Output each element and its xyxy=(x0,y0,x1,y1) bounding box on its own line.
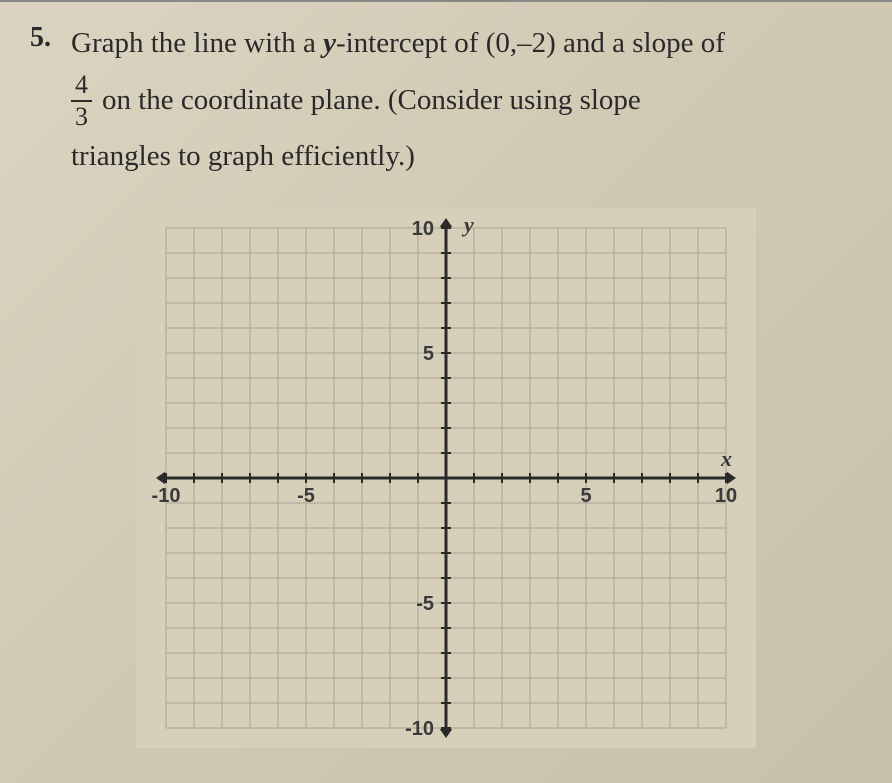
problem-text: Graph the line with a y-intercept of (0,… xyxy=(71,22,862,173)
svg-text:x: x xyxy=(720,446,732,471)
coordinate-plane-wrap: -10-5510-10-5510xy xyxy=(30,208,862,748)
svg-text:-10: -10 xyxy=(152,485,181,507)
text-fragment: Graph the line with a xyxy=(71,27,323,59)
instruction-line-1: Graph the line with a y-intercept of (0,… xyxy=(71,22,862,66)
fraction-denominator: 3 xyxy=(71,102,92,130)
text-fragment: -intercept of (0,–2) and a slope of xyxy=(336,27,725,59)
svg-text:5: 5 xyxy=(423,343,434,365)
svg-text:-5: -5 xyxy=(297,485,315,507)
svg-text:-10: -10 xyxy=(405,718,434,740)
problem-number: 5. xyxy=(30,22,51,173)
instruction-line-2: 4 3 on the coordinate plane. (Consider u… xyxy=(71,72,862,130)
svg-text:-5: -5 xyxy=(416,593,434,615)
text-fragment: on the coordinate plane. (Consider using… xyxy=(102,84,641,117)
slope-fraction: 4 3 xyxy=(71,72,92,130)
coordinate-plane: -10-5510-10-5510xy xyxy=(136,208,756,748)
y-variable: y xyxy=(323,27,336,59)
svg-text:10: 10 xyxy=(715,485,737,507)
svg-text:5: 5 xyxy=(580,485,591,507)
worksheet-page: 5. Graph the line with a y-intercept of … xyxy=(0,0,892,783)
svg-text:10: 10 xyxy=(412,218,434,240)
fraction-numerator: 4 xyxy=(71,72,92,102)
instruction-line-3: triangles to graph efficiently.) xyxy=(71,140,862,173)
problem-5: 5. Graph the line with a y-intercept of … xyxy=(30,22,862,173)
